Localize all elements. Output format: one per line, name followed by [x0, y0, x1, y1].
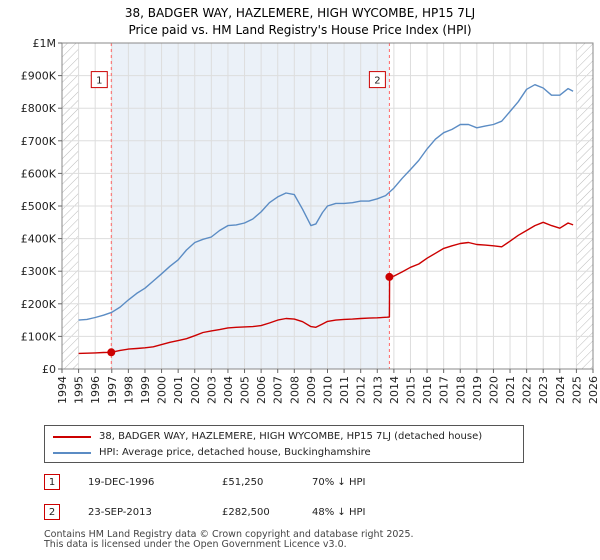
- sale-price: £51,250: [222, 477, 264, 488]
- y-tick-label: £800K: [21, 102, 57, 115]
- series-line-property: [78, 221, 574, 355]
- legend-label-hpi: HPI: Average price, detached house, Buck…: [99, 447, 371, 458]
- x-tick-label: 2011: [338, 376, 351, 404]
- y-tick-label: £500K: [21, 200, 57, 213]
- x-tick-label: 2013: [371, 376, 384, 404]
- x-tick-label: 2010: [322, 376, 335, 404]
- sale-date: 23-SEP-2013: [88, 507, 152, 518]
- x-tick-label: 2006: [255, 376, 268, 404]
- x-tick-label: 2007: [272, 376, 285, 404]
- y-tick-label: £400K: [21, 233, 57, 246]
- footer: Contains HM Land Registry data © Crown c…: [44, 530, 414, 550]
- x-tick-label: 2012: [355, 376, 368, 404]
- sale-badge: 1: [44, 474, 60, 490]
- legend-label-property: 38, BADGER WAY, HAZLEMERE, HIGH WYCOMBE,…: [99, 431, 483, 442]
- sale-hpi-diff: 70% ↓ HPI: [312, 477, 366, 488]
- sale-badge-label: 2: [374, 76, 380, 87]
- footer-line-licence: This data is licensed under the Open Gov…: [44, 539, 347, 550]
- x-tick-label: 2004: [222, 376, 235, 404]
- y-tick-label: £900K: [21, 70, 57, 83]
- x-tick-label: 2021: [504, 376, 517, 404]
- x-tick-label: 2001: [172, 376, 185, 404]
- x-tick-label: 1997: [106, 376, 119, 404]
- series-line-hpi: [78, 83, 574, 321]
- y-tick-label: £600K: [21, 167, 57, 180]
- x-tick-label: 1996: [89, 376, 102, 404]
- sale-badge: 2: [44, 504, 60, 520]
- x-tick-label: 2018: [454, 376, 467, 404]
- y-tick-label: £1M: [33, 37, 57, 50]
- y-tick-label: £200K: [21, 298, 57, 311]
- x-tick-label: 2014: [388, 376, 401, 404]
- x-tick-label: 2020: [487, 376, 500, 404]
- x-tick-label: 2025: [570, 376, 583, 404]
- y-tick-label: £0: [42, 363, 56, 376]
- x-tick-label: 2026: [587, 376, 600, 404]
- x-tick-label: 2000: [156, 376, 169, 404]
- x-tick-label: 2016: [421, 376, 434, 404]
- x-tick-label: 2005: [239, 376, 252, 404]
- x-tick-label: 2009: [305, 376, 318, 404]
- x-tick-label: 1995: [73, 376, 86, 404]
- sale-badge-box: [90, 71, 108, 89]
- chart-title: 38, BADGER WAY, HAZLEMERE, HIGH WYCOMBE,…: [125, 6, 475, 20]
- sale-price: £282,500: [222, 507, 270, 518]
- footer-line-copyright: Contains HM Land Registry data © Crown c…: [44, 529, 414, 540]
- chart-subtitle: Price paid vs. HM Land Registry's House …: [128, 23, 471, 37]
- x-tick-label: 1999: [139, 376, 152, 404]
- legend: 38, BADGER WAY, HAZLEMERE, HIGH WYCOMBE,…: [44, 425, 524, 463]
- x-tick-label: 2008: [288, 376, 301, 404]
- x-tick-label: 2015: [404, 376, 417, 404]
- x-tick-label: 2019: [471, 376, 484, 404]
- x-tick-label: 2003: [205, 376, 218, 404]
- y-tick-label: £300K: [21, 265, 57, 278]
- x-tick-label: 2023: [537, 376, 550, 404]
- legend-swatch-hpi: [53, 452, 91, 454]
- x-tick-label: 2024: [554, 376, 567, 404]
- sale-date: 19-DEC-1996: [88, 477, 155, 488]
- y-tick-label: £700K: [21, 135, 57, 148]
- x-tick-label: 1998: [122, 376, 135, 404]
- x-tick-label: 1994: [56, 376, 69, 404]
- sale-point: [385, 272, 394, 281]
- sale-hpi-diff: 48% ↓ HPI: [312, 507, 366, 518]
- sale-badge-box: [368, 71, 386, 89]
- chart: 38, BADGER WAY, HAZLEMERE, HIGH WYCOMBE,…: [21, 6, 600, 404]
- x-tick-label: 2002: [189, 376, 202, 404]
- sale-badge-label: 1: [96, 76, 102, 87]
- x-tick-label: 2022: [521, 376, 534, 404]
- y-tick-label: £100K: [21, 330, 57, 343]
- legend-swatch-property: [53, 436, 91, 438]
- x-tick-label: 2017: [438, 376, 451, 404]
- sale-point: [107, 348, 116, 357]
